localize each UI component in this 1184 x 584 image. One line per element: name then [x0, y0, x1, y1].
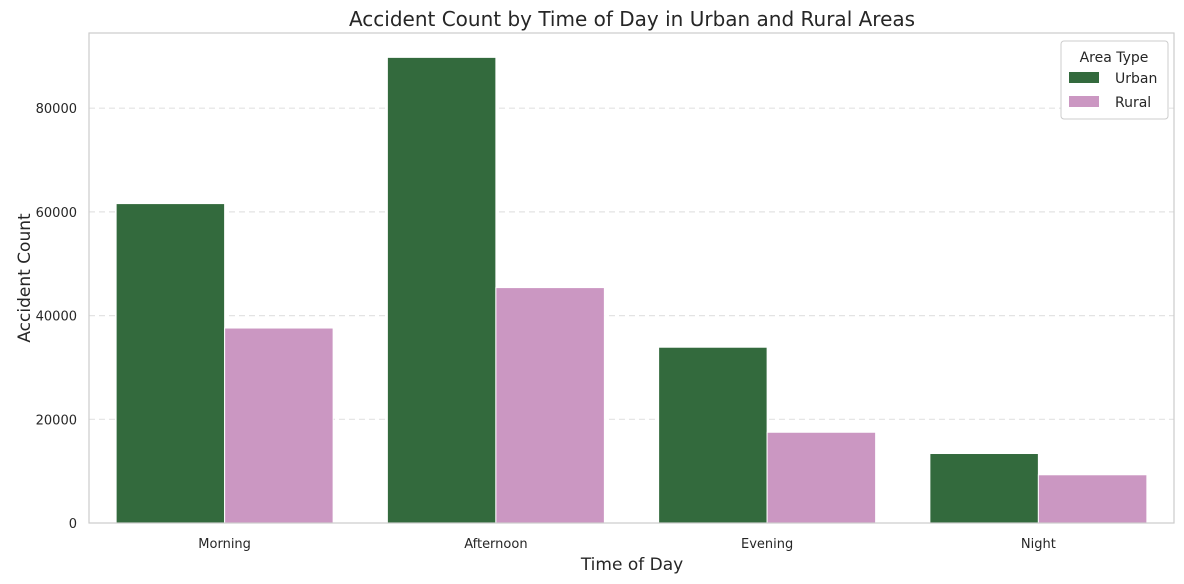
x-tick-label: Night: [1021, 537, 1056, 552]
legend-swatch-rural: [1069, 96, 1099, 107]
bar-urban-morning: [115, 203, 226, 524]
chart-title: Accident Count by Time of Day in Urban a…: [349, 7, 915, 31]
bars: [115, 56, 1148, 524]
legend-label-rural: Rural: [1115, 95, 1151, 111]
bar-urban-evening: [658, 346, 768, 524]
y-tick-label: 0: [69, 517, 77, 532]
plot-frame: [88, 32, 1175, 524]
x-tick-label: Morning: [198, 537, 251, 552]
y-tick-label: 20000: [36, 413, 77, 428]
y-axis-label: Accident Count: [15, 213, 35, 343]
y-axis-ticks: 0 20000 40000 60000 80000: [36, 102, 77, 532]
legend-swatch-urban: [1069, 72, 1099, 83]
x-axis-label: Time of Day: [580, 555, 683, 575]
x-tick-label: Evening: [741, 537, 793, 552]
bar-rural-afternoon: [495, 287, 605, 524]
bar-rural-morning: [224, 327, 334, 524]
x-tick-label: Afternoon: [464, 537, 527, 552]
legend-title: Area Type: [1080, 50, 1149, 66]
bar-urban-night: [929, 453, 1039, 524]
gridlines: [89, 107, 1174, 420]
bar-rural-evening: [766, 431, 877, 524]
x-axis-ticks: Morning Afternoon Evening Night: [198, 537, 1056, 552]
legend-label-urban: Urban: [1115, 71, 1157, 87]
y-tick-label: 60000: [36, 206, 77, 221]
legend: Area Type Urban Rural: [1060, 40, 1169, 120]
y-tick-label: 80000: [36, 102, 77, 117]
y-tick-label: 40000: [36, 310, 77, 325]
bar-urban-afternoon: [386, 56, 497, 524]
bar-rural-night: [1037, 474, 1148, 524]
